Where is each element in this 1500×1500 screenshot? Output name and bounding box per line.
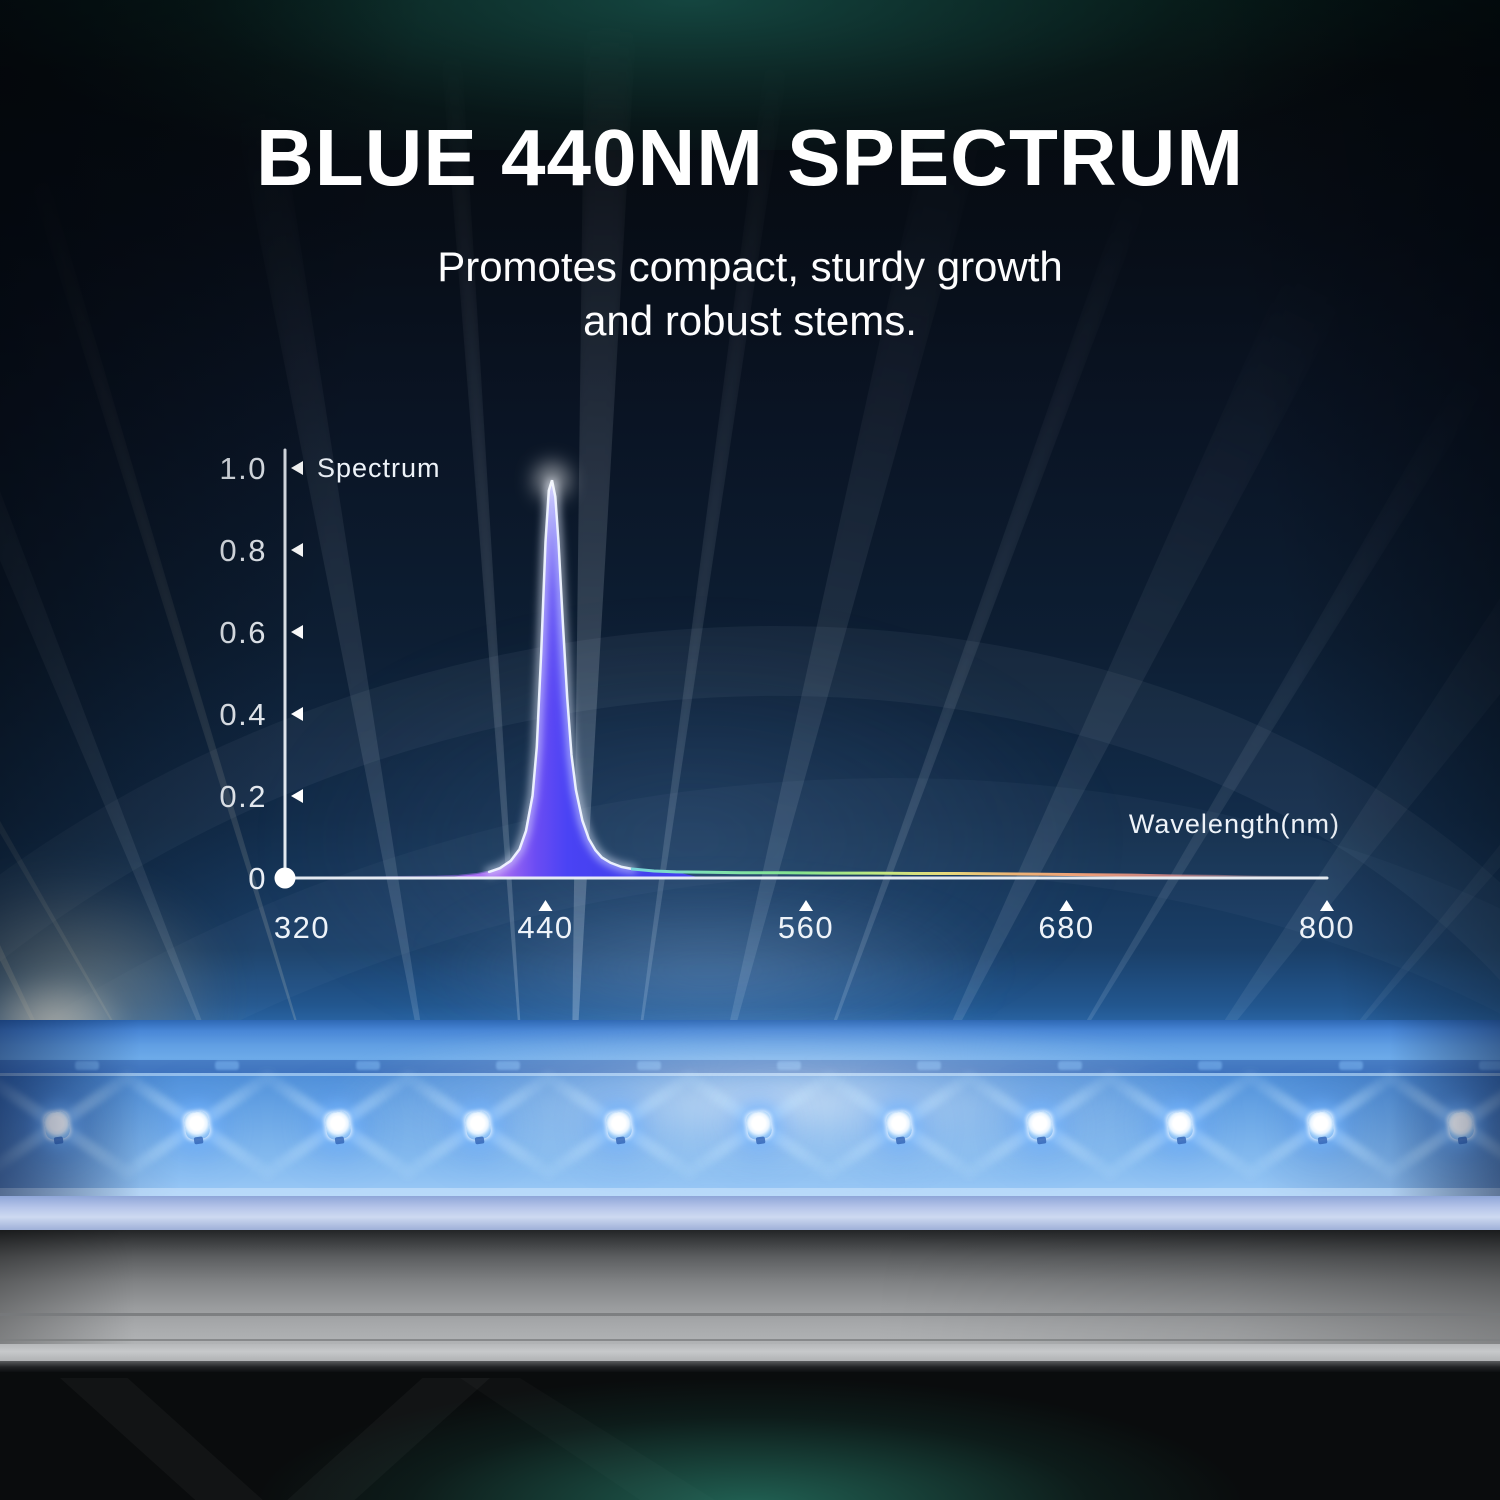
x-tick-marker — [1059, 900, 1074, 911]
led-chip — [604, 1110, 633, 1141]
x-tick-label: 680 — [1038, 910, 1094, 945]
left-vignette — [0, 0, 430, 1024]
led-chip — [1026, 1110, 1054, 1141]
led-chip — [464, 1110, 492, 1141]
led-reflection — [1338, 1061, 1363, 1070]
page-subtitle: Promotes compact, sturdy growth and robu… — [0, 240, 1500, 348]
subtitle-line-2: and robust stems. — [583, 297, 917, 344]
spectrum-peak-outline — [487, 479, 634, 874]
housing-shine — [0, 1344, 1500, 1361]
led-chip — [885, 1110, 914, 1141]
led-chip — [1166, 1110, 1194, 1141]
page-title: BLUE 440NM SPECTRUM — [255, 113, 1245, 202]
spectrum-peak-sheen — [441, 480, 702, 878]
led-reflection — [1198, 1061, 1223, 1070]
led-chip — [1306, 1110, 1335, 1141]
light-bar-edge-line — [0, 1188, 1500, 1196]
housing-groove — [0, 1313, 1500, 1316]
x-tick-label: 440 — [517, 910, 573, 945]
led-reflection — [215, 1061, 240, 1070]
led-reflection — [1479, 1061, 1500, 1070]
teal-glow — [130, 1380, 1370, 1500]
housing-edge — [0, 1361, 1500, 1372]
led-chip — [324, 1110, 352, 1141]
light-bar-lens-edge — [0, 1196, 1500, 1230]
right-vignette — [1180, 0, 1500, 1024]
housing-groove — [0, 1339, 1500, 1341]
x-tick-marker — [799, 900, 813, 911]
led-chip — [745, 1110, 773, 1141]
x-tick-label: 560 — [778, 910, 834, 945]
subtitle-line-1: Promotes compact, sturdy growth — [437, 243, 1063, 290]
x-tick-marker — [538, 900, 553, 911]
peak-apex-glow — [535, 463, 570, 498]
led-chip — [183, 1110, 212, 1141]
